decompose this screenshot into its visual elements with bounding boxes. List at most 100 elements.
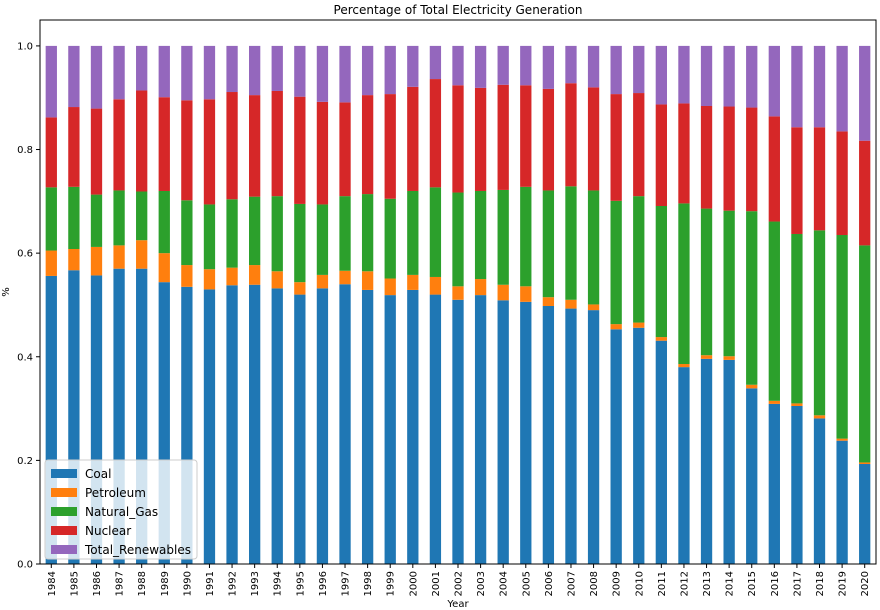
bar-petroleum-1986 bbox=[90, 246, 103, 276]
bar-nuclear-1998 bbox=[361, 95, 374, 195]
bar-natural-gas-1988 bbox=[136, 191, 148, 241]
bar-petroleum-1995 bbox=[294, 282, 306, 295]
bar-total-renewables-2020 bbox=[859, 45, 871, 141]
bar-nuclear-2019 bbox=[836, 131, 848, 236]
bar-nuclear-1986 bbox=[90, 108, 103, 195]
bar-natural-gas-2007 bbox=[565, 186, 577, 300]
bar-nuclear-2020 bbox=[859, 140, 871, 246]
y-tick-label: 0.6 bbox=[17, 249, 33, 260]
bar-nuclear-1993 bbox=[249, 95, 261, 197]
bar-natural-gas-1996 bbox=[316, 204, 329, 275]
bar-total-renewables-1997 bbox=[339, 45, 351, 103]
bar-natural-gas-2017 bbox=[791, 233, 803, 404]
bar-total-renewables-2017 bbox=[791, 45, 803, 128]
bar-coal-1986 bbox=[90, 275, 103, 564]
bar-total-renewables-2015 bbox=[746, 45, 758, 108]
x-tick-label: 1998 bbox=[363, 571, 374, 596]
legend-label-coal: Coal bbox=[85, 467, 111, 481]
bar-total-renewables-2010 bbox=[633, 45, 645, 94]
legend-label-nuclear: Nuclear bbox=[85, 524, 131, 538]
x-tick-label: 2014 bbox=[725, 571, 736, 596]
bar-coal-2010 bbox=[633, 327, 645, 564]
bar-natural-gas-1999 bbox=[384, 198, 396, 279]
bar-coal-2004 bbox=[497, 300, 509, 564]
x-tick-label: 1993 bbox=[250, 571, 261, 596]
bar-total-renewables-2005 bbox=[520, 45, 532, 86]
bar-total-renewables-2003 bbox=[474, 45, 487, 88]
bar-total-renewables-2000 bbox=[407, 45, 419, 87]
bar-petroleum-2004 bbox=[497, 284, 509, 301]
bar-petroleum-1994 bbox=[271, 271, 283, 289]
bar-coal-2019 bbox=[836, 440, 848, 564]
bar-nuclear-2011 bbox=[655, 104, 667, 206]
bar-nuclear-2006 bbox=[542, 88, 555, 191]
bar-petroleum-2018 bbox=[813, 415, 826, 419]
bar-nuclear-2010 bbox=[633, 93, 645, 197]
bar-nuclear-1985 bbox=[68, 107, 80, 187]
x-tick-label: 1986 bbox=[92, 571, 103, 596]
bar-coal-1999 bbox=[384, 295, 396, 564]
x-tick-label: 2017 bbox=[792, 571, 803, 596]
chart-title: Percentage of Total Electricity Generati… bbox=[334, 3, 583, 17]
bar-petroleum-2007 bbox=[565, 299, 577, 309]
bar-natural-gas-1989 bbox=[158, 190, 170, 254]
x-tick-label: 2013 bbox=[702, 571, 713, 596]
bar-nuclear-1991 bbox=[203, 99, 216, 205]
bar-natural-gas-2008 bbox=[587, 190, 600, 305]
y-tick-label: 0.0 bbox=[17, 560, 33, 571]
bar-petroleum-2016 bbox=[768, 400, 780, 404]
bar-natural-gas-2011 bbox=[655, 206, 667, 338]
bar-coal-2009 bbox=[610, 329, 622, 564]
x-tick-label: 2006 bbox=[544, 571, 555, 596]
bar-coal-2005 bbox=[520, 301, 532, 564]
legend: Coal Petroleum Natural_Gas Nuclear Total_Ren… bbox=[44, 459, 198, 560]
x-tick-label: 2007 bbox=[566, 571, 577, 596]
bar-total-renewables-1986 bbox=[90, 45, 103, 109]
bar-natural-gas-1986 bbox=[90, 194, 103, 247]
bar-natural-gas-2013 bbox=[700, 208, 713, 356]
bar-coal-2012 bbox=[678, 367, 690, 564]
legend-box bbox=[44, 459, 198, 560]
bar-nuclear-1996 bbox=[316, 101, 329, 205]
bar-coal-2006 bbox=[542, 305, 555, 564]
bar-nuclear-2009 bbox=[610, 94, 622, 201]
bar-coal-1995 bbox=[294, 294, 306, 564]
bar-nuclear-2018 bbox=[813, 127, 826, 231]
bar-nuclear-2016 bbox=[768, 116, 780, 222]
bar-total-renewables-2019 bbox=[836, 45, 848, 132]
bar-total-renewables-1988 bbox=[136, 45, 148, 91]
bar-coal-2016 bbox=[768, 403, 780, 564]
bar-coal-2007 bbox=[565, 308, 577, 564]
bar-petroleum-1999 bbox=[384, 278, 396, 296]
bar-total-renewables-2007 bbox=[565, 45, 577, 84]
x-tick-label: 1997 bbox=[341, 571, 352, 596]
bar-petroleum-2002 bbox=[452, 286, 464, 300]
x-tick-label: 2004 bbox=[499, 571, 510, 596]
bar-nuclear-1995 bbox=[294, 96, 306, 204]
bar-petroleum-2011 bbox=[655, 337, 667, 341]
bar-nuclear-2014 bbox=[723, 106, 735, 211]
bar-coal-1996 bbox=[316, 288, 329, 564]
x-tick-label: 2018 bbox=[815, 571, 826, 596]
bar-total-renewables-2013 bbox=[700, 45, 713, 106]
bar-petroleum-1996 bbox=[316, 274, 329, 289]
bar-coal-2000 bbox=[407, 289, 419, 564]
bar-nuclear-2004 bbox=[497, 84, 509, 190]
bar-petroleum-1989 bbox=[158, 253, 170, 283]
bar-nuclear-1994 bbox=[271, 90, 283, 197]
bar-petroleum-2012 bbox=[678, 364, 690, 368]
bar-natural-gas-2020 bbox=[859, 245, 871, 463]
bar-natural-gas-1987 bbox=[113, 190, 125, 246]
bar-natural-gas-2009 bbox=[610, 200, 622, 325]
bar-nuclear-1987 bbox=[113, 99, 125, 191]
legend-swatch-nuclear bbox=[51, 526, 77, 535]
bar-coal-1990 bbox=[181, 286, 193, 564]
bar-natural-gas-2004 bbox=[497, 189, 509, 285]
bar-coal-2001 bbox=[429, 294, 442, 564]
bar-nuclear-1997 bbox=[339, 102, 351, 197]
bar-petroleum-1993 bbox=[249, 265, 261, 285]
y-axis: 0.0 0.2 0.4 0.6 0.8 1.0 bbox=[17, 41, 40, 571]
x-tick-label: 1987 bbox=[115, 571, 126, 596]
bar-petroleum-1992 bbox=[226, 267, 238, 286]
